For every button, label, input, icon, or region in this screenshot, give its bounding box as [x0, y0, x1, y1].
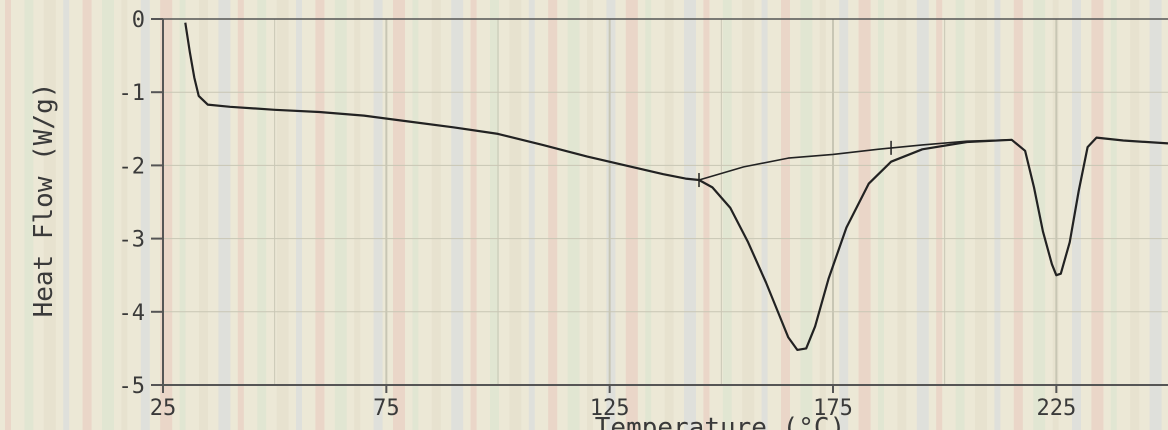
grid-layer [5, 0, 1168, 430]
background-stripe [451, 0, 464, 430]
background-stripe [1013, 0, 1023, 430]
background-stripe [528, 0, 535, 430]
background-stripe [994, 0, 1001, 430]
axis-layer: 0 -1 -2 -3 -4 -525 75 125 175 225 [119, 8, 1168, 421]
background-stripe [975, 0, 987, 430]
background-stripe [839, 0, 849, 430]
background-stripe [334, 0, 347, 430]
background-stripe [63, 0, 70, 430]
background-stripe [237, 0, 244, 430]
background-stripe [800, 0, 813, 430]
heat-flow-curve [184, 22, 1168, 351]
background-stripe [548, 0, 558, 430]
background-stripe [1110, 0, 1117, 430]
background-stripe [257, 0, 267, 430]
background-stripe [373, 0, 383, 430]
background-stripe [955, 0, 965, 430]
background-stripe [43, 0, 56, 430]
background-stripe [315, 0, 325, 430]
background-stripe [431, 0, 441, 430]
background-stripe [606, 0, 616, 430]
x-tick-label: 175 [813, 396, 853, 421]
background-stripe [24, 0, 34, 430]
background-stripe [703, 0, 710, 430]
y-tick-label: -4 [119, 301, 146, 326]
y-axis-label: Heat Flow (W/g) [29, 83, 59, 318]
background-stripe [664, 0, 674, 430]
background-stripe [1072, 0, 1081, 430]
background-stripe [179, 0, 186, 430]
background-stripe [645, 0, 652, 430]
x-tick-label: 25 [150, 396, 177, 421]
background-stripe [781, 0, 790, 430]
background-stripe [742, 0, 755, 430]
background-stripe [393, 0, 405, 430]
label-layer: Heat Flow (W/g) Temperature (°C) [29, 83, 845, 430]
background-stripe [218, 0, 231, 430]
background-stripe [1149, 0, 1162, 430]
x-tick-label: 75 [373, 396, 400, 421]
background-stripe [509, 0, 522, 430]
background-stripe [354, 0, 361, 430]
y-tick-label: -3 [119, 228, 146, 253]
background-stripe [819, 0, 826, 430]
background-stripe [102, 0, 114, 430]
background-stripe [1091, 0, 1104, 430]
background-stripe [722, 0, 732, 430]
background-stripe [5, 0, 11, 430]
background-stripe [878, 0, 884, 430]
background-stripe [761, 0, 768, 430]
background-stripe [412, 0, 419, 430]
background-stripe [276, 0, 289, 430]
background-stripe [916, 0, 929, 430]
y-tick-label: -2 [119, 154, 146, 179]
x-tick-label: 125 [590, 396, 630, 421]
background-stripe [1130, 0, 1140, 430]
background-stripe [858, 0, 871, 430]
background-stripe [490, 0, 499, 430]
background-stripe [199, 0, 208, 430]
background-stripe [296, 0, 302, 430]
background-stripe [567, 0, 580, 430]
x-axis-label: Temperature (°C) [595, 413, 845, 430]
x-tick-label: 225 [1036, 396, 1076, 421]
background-stripe [587, 0, 593, 430]
background-stripe [121, 0, 128, 430]
background-stripe [625, 0, 638, 430]
baseline-curve [698, 139, 1012, 181]
y-tick-label: -5 [119, 374, 146, 399]
background-stripe [470, 0, 477, 430]
series-layer [184, 22, 1168, 351]
background-stripe [684, 0, 696, 430]
background-stripe [936, 0, 943, 430]
y-tick-label: -1 [119, 81, 146, 106]
background-stripe [897, 0, 907, 430]
background-stripe [140, 0, 150, 430]
background-stripe [82, 0, 92, 430]
y-tick-label: 0 [132, 8, 145, 33]
